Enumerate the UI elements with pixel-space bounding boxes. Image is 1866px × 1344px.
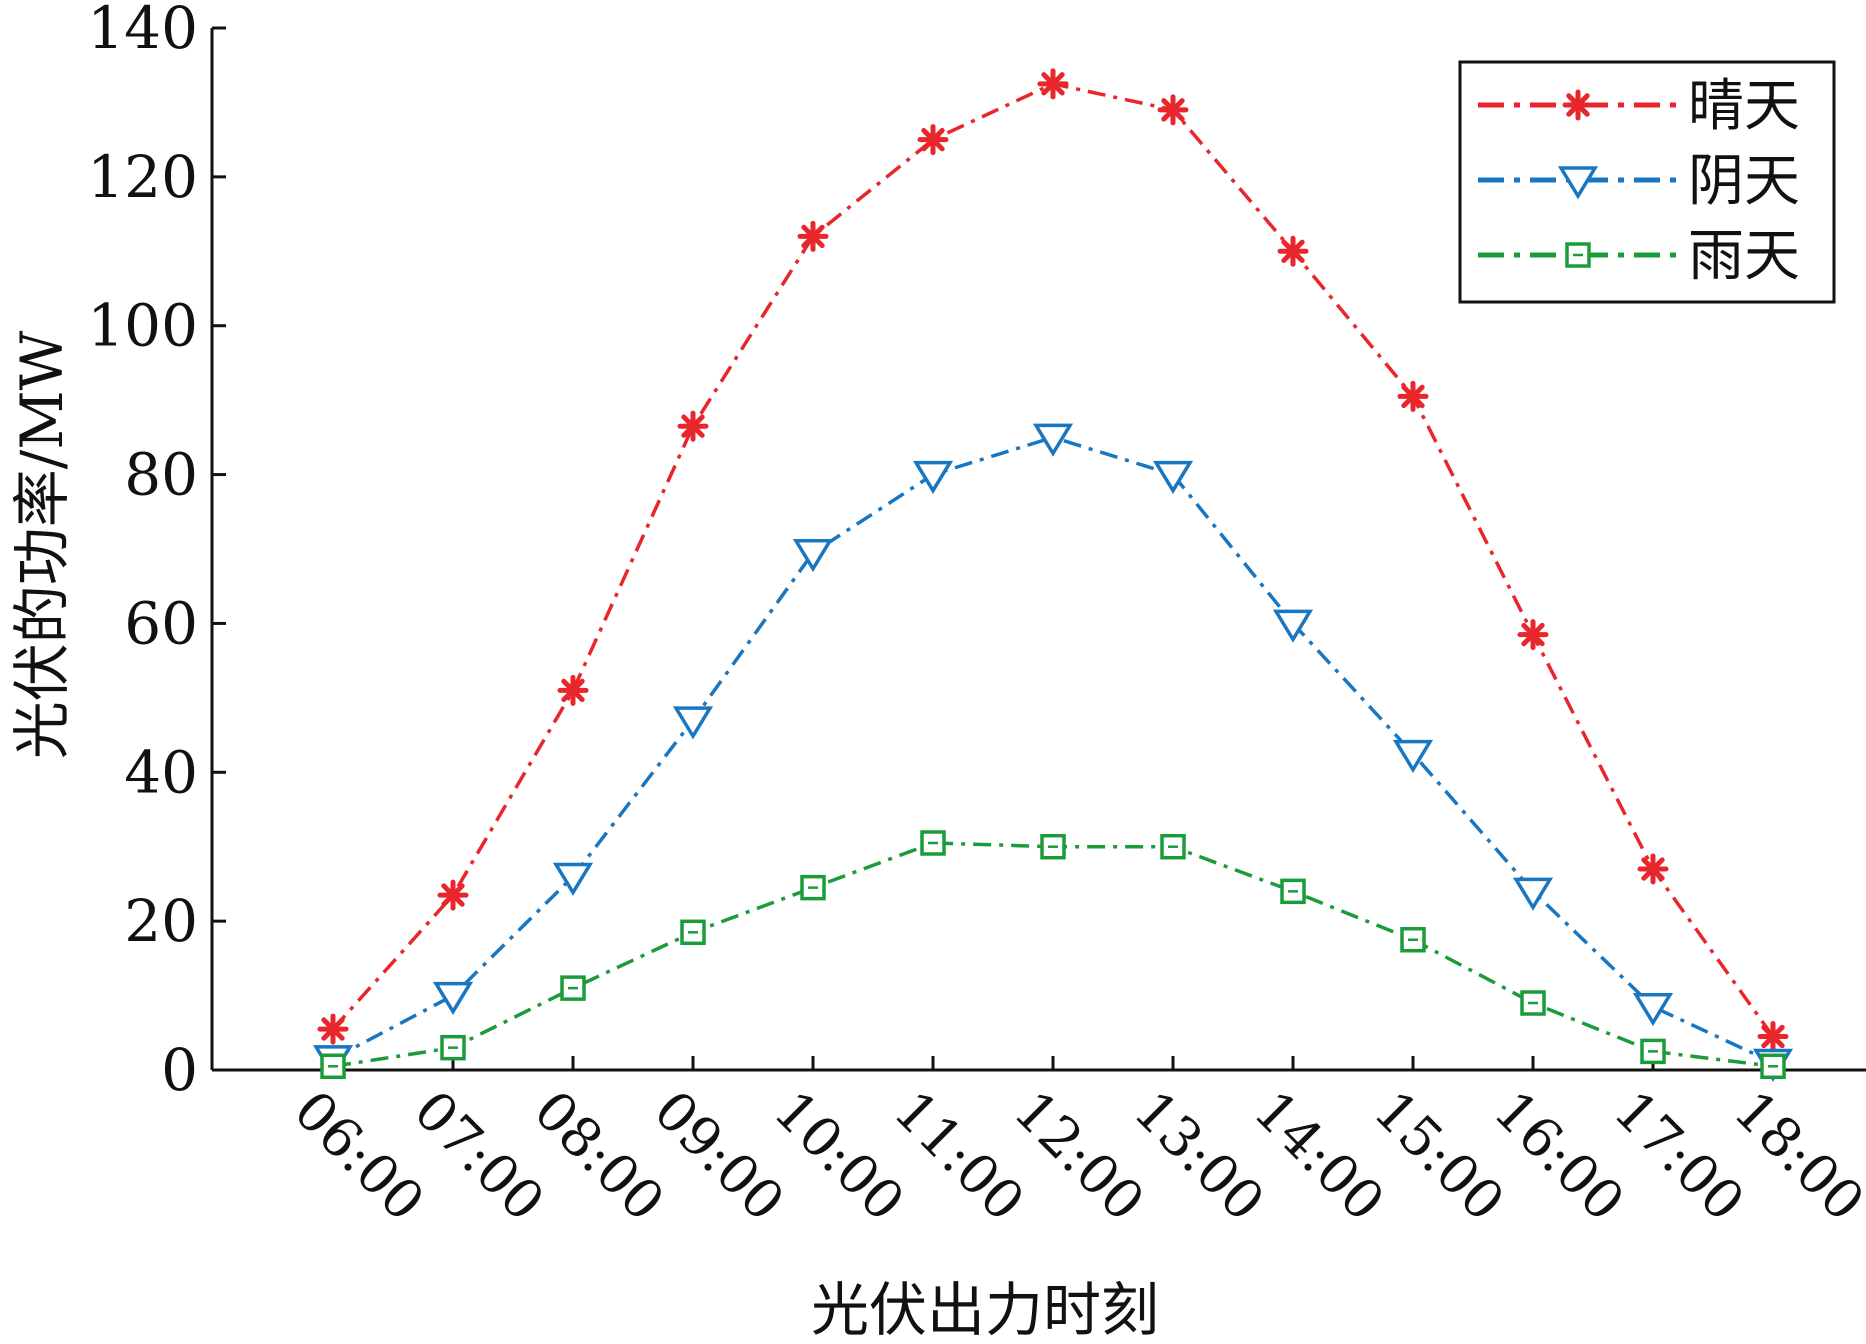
legend-item: 雨天	[1478, 224, 1800, 289]
data-point	[1392, 739, 1434, 774]
data-point	[432, 981, 474, 1015]
y-tick-label: 100	[87, 292, 198, 360]
data-point	[1760, 1053, 1786, 1080]
legend-item: 晴天	[1478, 74, 1800, 139]
series-line	[332, 841, 1774, 1069]
x-tick-label: 10:00	[762, 1079, 917, 1234]
data-point	[1152, 460, 1194, 494]
legend-label: 雨天	[1688, 224, 1800, 289]
data-point	[1032, 423, 1074, 457]
x-tick-label: 14:00	[1242, 1079, 1397, 1234]
data-point	[1400, 927, 1426, 953]
series-layer	[312, 68, 1794, 1082]
data-point	[800, 874, 826, 901]
data-point	[557, 674, 589, 706]
x-tick-label: 11:00	[882, 1079, 1037, 1234]
data-point	[1037, 68, 1069, 100]
x-tick-label: 06:00	[282, 1079, 437, 1234]
data-point	[1520, 990, 1546, 1016]
legend-marker	[1557, 166, 1599, 200]
data-point	[797, 220, 829, 252]
data-point	[912, 460, 954, 494]
data-point	[437, 879, 469, 911]
data-point	[320, 1053, 346, 1080]
data-point	[1160, 833, 1186, 860]
data-point	[680, 919, 706, 946]
data-point	[440, 1034, 466, 1061]
y-tick-label: 60	[124, 589, 198, 657]
data-point	[1757, 1021, 1789, 1053]
legend-label: 晴天	[1688, 74, 1800, 139]
y-ticks: 0 20 40 60 80 100 120 140	[87, 0, 226, 1104]
data-point	[1517, 619, 1549, 651]
x-tick-label: 07:00	[402, 1079, 557, 1234]
data-point	[677, 410, 709, 442]
x-tick-label: 15:00	[1362, 1079, 1517, 1234]
data-point	[317, 1013, 349, 1045]
y-axis-title: 光伏的功率/MW	[8, 330, 76, 759]
y-tick-label: 0	[161, 1036, 198, 1104]
y-tick-label: 80	[124, 441, 198, 509]
y-tick-label: 40	[124, 738, 198, 806]
series-line	[332, 435, 1774, 1065]
x-tick-label: 08:00	[522, 1079, 677, 1234]
y-tick-label: 20	[124, 887, 198, 955]
legend-label: 阴天	[1688, 149, 1800, 214]
data-point	[917, 124, 949, 156]
x-axis-title: 光伏出力时刻	[811, 1276, 1159, 1344]
data-point	[1640, 1038, 1666, 1065]
y-tick-label: 140	[87, 0, 198, 62]
data-point	[552, 862, 594, 896]
legend-marker	[1562, 89, 1594, 121]
x-tick-label: 13:00	[1122, 1079, 1277, 1234]
x-tick-label: 18:00	[1722, 1079, 1866, 1234]
series-0	[317, 68, 1789, 1053]
data-point	[1632, 992, 1674, 1027]
data-point	[792, 538, 834, 573]
data-point	[1277, 235, 1309, 267]
data-point	[1637, 853, 1669, 885]
legend-item: 阴天	[1478, 149, 1800, 214]
x-ticks: 06:0007:0008:0009:0010:0011:0012:0013:00…	[282, 1056, 1866, 1233]
legend-marker	[1565, 242, 1591, 268]
data-point	[1157, 94, 1189, 126]
data-point	[672, 706, 714, 740]
x-tick-label: 09:00	[642, 1079, 797, 1234]
data-point	[920, 830, 946, 856]
series-2	[320, 830, 1786, 1080]
data-point	[1272, 609, 1314, 643]
x-tick-label: 16:00	[1482, 1079, 1637, 1234]
data-point	[560, 975, 586, 1001]
data-point	[1280, 878, 1306, 905]
x-tick-label: 17:00	[1602, 1079, 1757, 1234]
x-tick-label: 12:00	[1002, 1079, 1157, 1234]
data-point	[1040, 833, 1066, 860]
data-point	[1512, 877, 1554, 911]
y-tick-label: 120	[87, 143, 198, 211]
data-point	[1397, 380, 1429, 412]
